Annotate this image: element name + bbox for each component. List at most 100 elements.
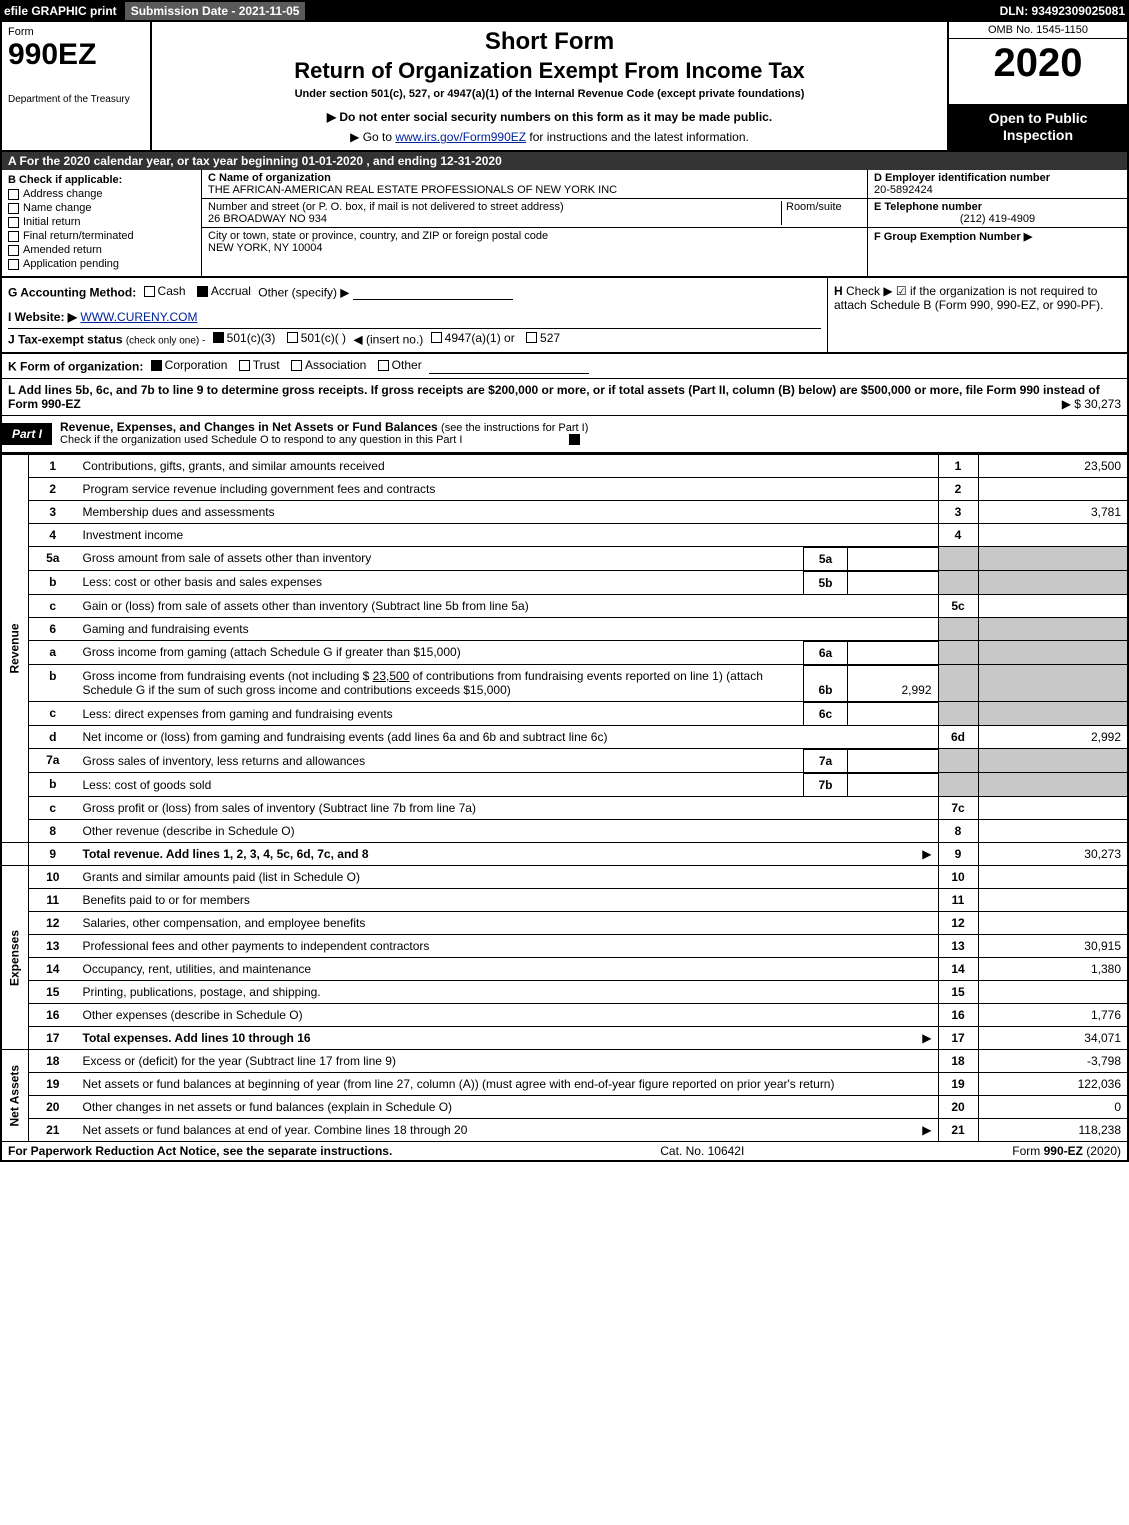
j-501c3[interactable]: 501(c)(3) — [213, 331, 276, 345]
part1-bar: Part I Revenue, Expenses, and Changes in… — [0, 416, 1129, 454]
footer-left: For Paperwork Reduction Act Notice, see … — [8, 1144, 392, 1158]
table-row: 2 Program service revenue including gove… — [1, 477, 1128, 500]
check-application-pending[interactable]: Application pending — [8, 258, 195, 270]
checkbox-icon — [144, 286, 155, 297]
form-number: 990EZ — [8, 40, 144, 70]
k-assoc[interactable]: Association — [291, 358, 366, 372]
line-9-desc: Total revenue. Add lines 1, 2, 3, 4, 5c,… — [77, 843, 939, 866]
header-left: Form 990EZ Department of the Treasury — [2, 22, 152, 150]
checkbox-icon — [526, 332, 537, 343]
d-ein: D Employer identification number 20-5892… — [868, 170, 1127, 199]
tax-year: 2020 — [949, 39, 1127, 87]
table-row: 21 Net assets or fund balances at end of… — [1, 1119, 1128, 1142]
table-row: 8 Other revenue (describe in Schedule O)… — [1, 820, 1128, 843]
footer-cat: Cat. No. 10642I — [660, 1144, 744, 1158]
revenue-side-label: Revenue — [1, 454, 29, 843]
h-text: Check ▶ ☑ if the organization is not req… — [834, 284, 1103, 312]
part1-label: Part I — [2, 423, 52, 445]
k-line — [429, 360, 589, 374]
addr-value: 26 BROADWAY NO 934 — [208, 213, 781, 225]
table-row: 14 Occupancy, rent, utilities, and maint… — [1, 958, 1128, 981]
address-row: Number and street (or P. O. box, if mail… — [202, 199, 867, 228]
org-name: THE AFRICAN-AMERICAN REAL ESTATE PROFESS… — [208, 184, 617, 196]
netassets-side-label: Net Assets — [1, 1050, 29, 1142]
form-title: Return of Organization Exempt From Incom… — [162, 58, 937, 84]
checkbox-checked-icon — [151, 360, 162, 371]
footer-right: Form 990-EZ (2020) — [1012, 1144, 1121, 1158]
header-mid: Short Form Return of Organization Exempt… — [152, 22, 947, 150]
dln-label: DLN: 93492309025081 — [1000, 4, 1125, 18]
goto-post: for instructions and the latest informat… — [526, 130, 749, 144]
checkbox-checked-icon — [213, 332, 224, 343]
table-row: 17 Total expenses. Add lines 10 through … — [1, 1027, 1128, 1050]
goto-link[interactable]: www.irs.gov/Form990EZ — [395, 130, 526, 144]
checkbox-icon — [239, 360, 250, 371]
table-row: c Gain or (loss) from sale of assets oth… — [1, 594, 1128, 617]
room-label: Room/suite — [786, 201, 861, 213]
website-link[interactable]: WWW.CURENY.COM — [80, 310, 197, 324]
form-label: Form — [8, 26, 144, 38]
checkbox-checked-icon — [569, 434, 580, 445]
j-insert: ◀ (insert no.) — [353, 332, 423, 346]
k-row: K Form of organization: Corporation Trus… — [0, 354, 1129, 379]
f-group: F Group Exemption Number ▶ — [868, 228, 1127, 276]
j-4947[interactable]: 4947(a)(1) or — [431, 331, 515, 345]
table-row: 11 Benefits paid to or for members 11 — [1, 889, 1128, 912]
open-to-public: Open to Public Inspection — [949, 104, 1127, 150]
table-row: 19 Net assets or fund balances at beginn… — [1, 1073, 1128, 1096]
form-subtitle: Under section 501(c), 527, or 4947(a)(1)… — [162, 88, 937, 100]
h-right: H Check ▶ ☑ if the organization is not r… — [827, 278, 1127, 352]
k-trust[interactable]: Trust — [239, 358, 280, 372]
e-label: E Telephone number — [874, 201, 1121, 213]
g-accrual[interactable]: Accrual — [197, 284, 251, 298]
table-row: 16 Other expenses (describe in Schedule … — [1, 1004, 1128, 1027]
k-other[interactable]: Other — [378, 358, 422, 372]
dept-label: Department of the Treasury — [8, 94, 144, 105]
j-527[interactable]: 527 — [526, 331, 560, 345]
table-row: a Gross income from gaming (attach Sched… — [1, 640, 1128, 664]
page-footer: For Paperwork Reduction Act Notice, see … — [0, 1141, 1129, 1162]
check-name-change[interactable]: Name change — [8, 202, 195, 214]
g-cash[interactable]: Cash — [144, 284, 186, 298]
checkbox-icon — [431, 332, 442, 343]
short-form-label: Short Form — [162, 28, 937, 56]
city-label: City or town, state or province, country… — [208, 230, 548, 242]
table-row: b Gross income from fundraising events (… — [1, 664, 1128, 702]
table-row: c Gross profit or (loss) from sales of i… — [1, 797, 1128, 820]
check-final-return[interactable]: Final return/terminated — [8, 230, 195, 242]
line-6b-desc: Gross income from fundraising events (no… — [77, 665, 804, 701]
g-other: Other (specify) ▶ — [258, 286, 349, 300]
goto-pre: ▶ Go to — [350, 130, 395, 144]
check-amended-return[interactable]: Amended return — [8, 244, 195, 256]
g-accounting: G Accounting Method: Cash Accrual Other … — [8, 284, 821, 300]
expenses-side-label: Expenses — [1, 866, 29, 1050]
gij-left: G Accounting Method: Cash Accrual Other … — [2, 278, 827, 352]
table-row: 9 Total revenue. Add lines 1, 2, 3, 4, 5… — [1, 843, 1128, 866]
submission-date: Submission Date - 2021-11-05 — [125, 2, 306, 20]
line-21-desc: Net assets or fund balances at end of ye… — [77, 1119, 939, 1142]
section-bcdef: B Check if applicable: Address change Na… — [0, 170, 1129, 278]
j-501c[interactable]: 501(c)( ) — [287, 331, 346, 345]
part1-title: Revenue, Expenses, and Changes in Net As… — [52, 416, 596, 452]
i-label: I Website: ▶ — [8, 310, 77, 324]
line-desc: Contributions, gifts, grants, and simila… — [77, 454, 939, 477]
city-row: City or town, state or province, country… — [202, 228, 867, 256]
l-amount: ▶ $ 30,273 — [1062, 397, 1121, 411]
form-header: Form 990EZ Department of the Treasury Sh… — [0, 22, 1129, 152]
table-row: 12 Salaries, other compensation, and emp… — [1, 912, 1128, 935]
checkbox-icon — [8, 189, 19, 200]
line-num: 1 — [29, 454, 77, 477]
table-row: 7a Gross sales of inventory, less return… — [1, 749, 1128, 773]
check-initial-return[interactable]: Initial return — [8, 216, 195, 228]
table-row: Revenue 1 Contributions, gifts, grants, … — [1, 454, 1128, 477]
table-row: d Net income or (loss) from gaming and f… — [1, 726, 1128, 749]
section-c: C Name of organization THE AFRICAN-AMERI… — [202, 170, 867, 276]
check-address-change[interactable]: Address change — [8, 188, 195, 200]
k-corp[interactable]: Corporation — [151, 358, 228, 372]
table-row: c Less: direct expenses from gaming and … — [1, 702, 1128, 726]
addr-label: Number and street (or P. O. box, if mail… — [208, 201, 781, 213]
table-row: 15 Printing, publications, postage, and … — [1, 981, 1128, 1004]
section-b-checkboxes: B Check if applicable: Address change Na… — [2, 170, 202, 276]
g-label: G Accounting Method: — [8, 286, 136, 300]
ssn-warning: ▶ Do not enter social security numbers o… — [162, 110, 937, 124]
